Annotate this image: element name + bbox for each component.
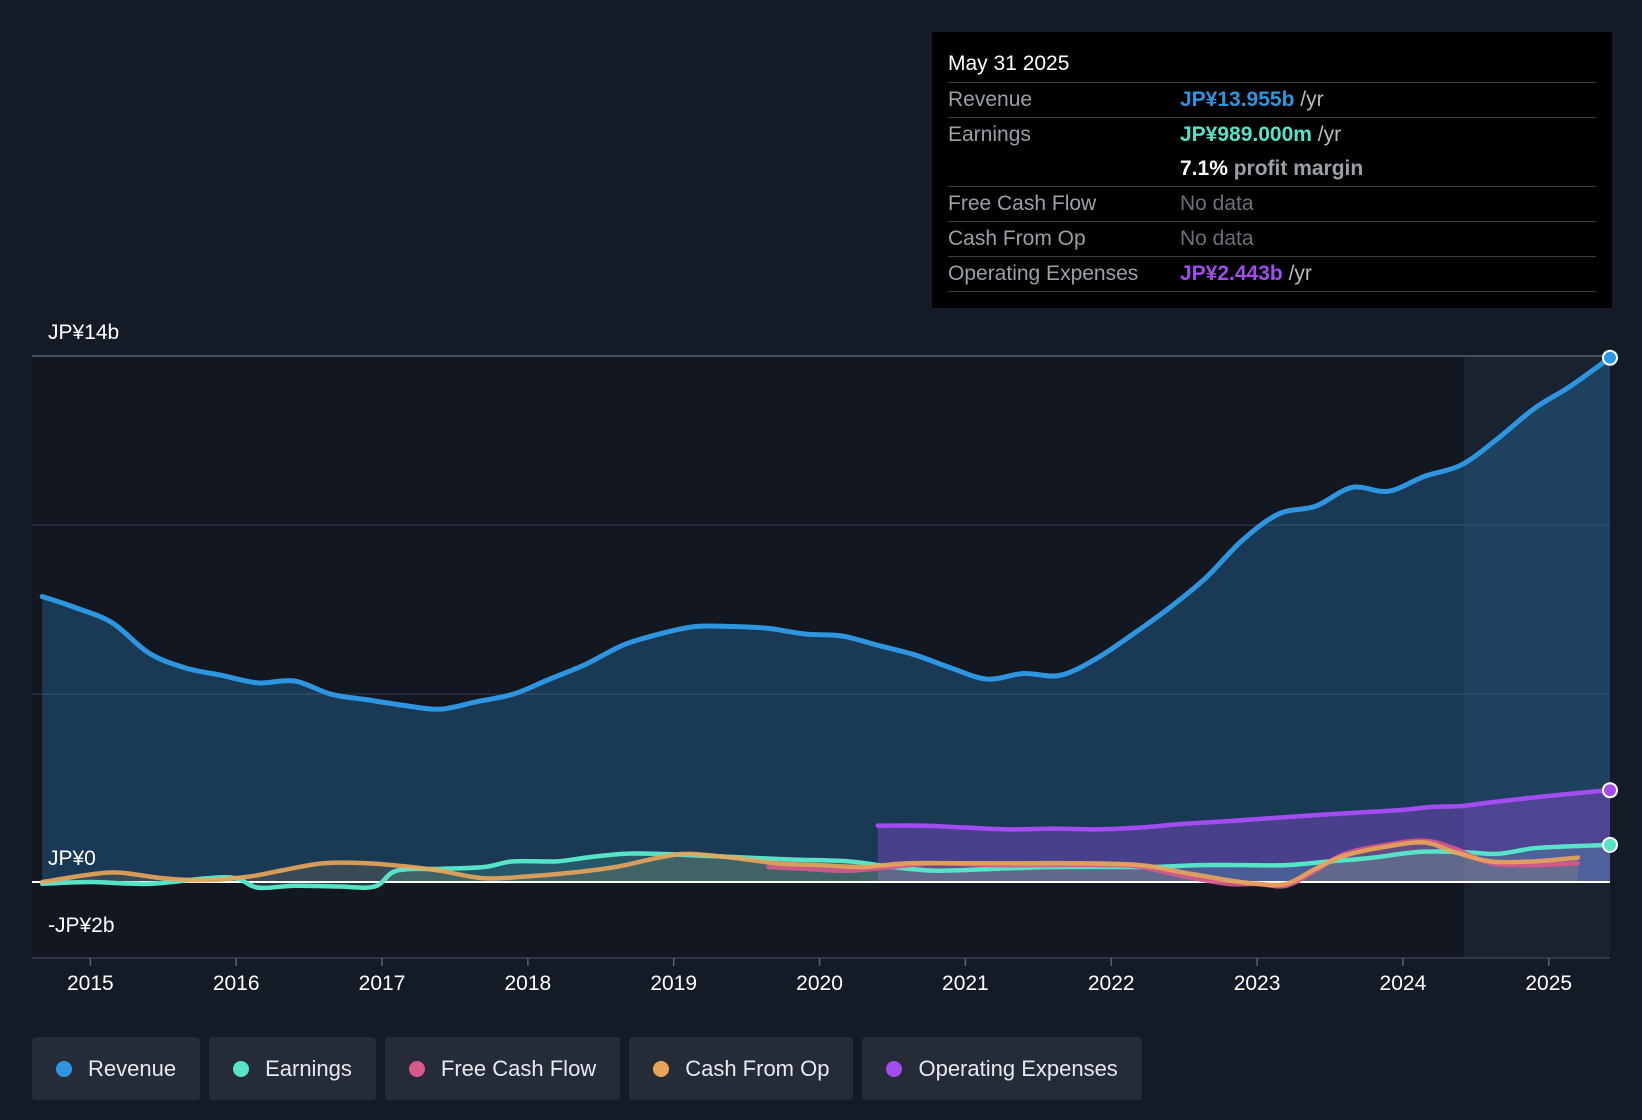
forecast-region [1464,356,1610,958]
legend-cash-from-op[interactable]: Cash From Op [629,1037,854,1100]
tooltip-earnings-value: JP¥989.000m [1180,123,1312,146]
x-tick-label: 2023 [1234,972,1281,995]
y-tick-label: JP¥0 [48,847,96,870]
tooltip-earnings-label: Earnings [948,123,1031,146]
tooltip-row-opex: Operating Expenses JP¥2.443b /yr [948,257,1596,292]
x-tick-label: 2024 [1380,972,1427,995]
x-tick-label: 2016 [213,972,260,995]
legend-free-cash-flow[interactable]: Free Cash Flow [384,1037,621,1100]
legend-opex-dot [886,1060,903,1077]
legend-cfo-dot [653,1060,670,1077]
legend-operating-expenses[interactable]: Operating Expenses [862,1037,1142,1100]
revenue-line [39,355,1613,712]
opex-endpoint [1602,782,1618,799]
x-tick-label: 2020 [796,972,843,995]
tooltip-row-fcf: Free Cash Flow No data [948,187,1596,222]
earnings-line [39,842,1613,891]
tooltip-revenue-value: JP¥13.955b [1180,88,1295,111]
y-tick-label: -JP¥2b [48,914,115,937]
legend-fcf-dot [408,1060,425,1077]
fcf-line [766,838,1581,889]
y-axis-labels: JP¥14b JP¥0 -JP¥2b [48,321,119,937]
tooltip-date: May 31 2025 [948,46,1596,83]
tooltip-row-earnings: Earnings JP¥989.000m /yr 7.1% profit mar… [948,118,1596,187]
x-tick-label: 2018 [505,972,552,995]
tooltip-row-cfo: Cash From Op No data [948,222,1596,257]
x-tick-label: 2019 [650,972,697,995]
x-tick-label: 2022 [1088,972,1135,995]
tooltip-revenue-unit: /yr [1300,88,1324,111]
tooltip-opex-label: Operating Expenses [948,262,1139,285]
legend-opex-label: Operating Expenses [918,1055,1118,1081]
tooltip-fcf-value: No data [1180,192,1254,215]
x-tick-label: 2021 [942,972,989,995]
tooltip-cfo-label: Cash From Op [948,227,1086,250]
tooltip-revenue-label: Revenue [948,88,1033,111]
x-tick-label: 2025 [1525,972,1572,995]
earnings-endpoint [1602,836,1618,853]
x-tick-label: 2017 [359,972,406,995]
tooltip-margin-value: 7.1% [1180,157,1228,180]
tooltip-fcf-label: Free Cash Flow [948,192,1097,215]
gridlines [32,355,1610,959]
revenue-area [42,357,1611,883]
legend-earnings-dot [233,1060,250,1077]
legend-cfo-label: Cash From Op [685,1055,830,1081]
legend-revenue-dot [56,1060,72,1077]
chart-legend: Revenue Earnings Free Cash Flow Cash Fro… [32,1037,1142,1100]
cfo-line [39,840,1581,888]
tooltip-row-revenue: Revenue JP¥13.955b /yr [948,83,1596,118]
x-axis-labels: 2015 2016 2017 2018 2019 2020 2021 2022 2023 2024… [67,958,1572,995]
tooltip-margin-text: profit margin [1233,157,1364,180]
legend-revenue[interactable]: Revenue [32,1037,201,1100]
data-tooltip: May 31 2025 Revenue JP¥13.955b /yr Earni… [932,32,1612,308]
opex-line [875,787,1613,832]
opex-area [877,790,1610,882]
legend-revenue-label: Revenue [88,1055,177,1081]
legend-fcf-label: Free Cash Flow [440,1055,597,1081]
legend-earnings-label: Earnings [265,1055,352,1081]
series-endpoints [1602,349,1618,853]
revenue-endpoint [1602,349,1618,366]
tooltip-cfo-value: No data [1180,227,1254,250]
legend-earnings[interactable]: Earnings [209,1037,376,1100]
y-tick-label: JP¥14b [48,321,119,344]
x-tick-label: 2015 [67,972,114,995]
tooltip-earnings-unit: /yr [1317,123,1342,146]
tooltip-opex-unit: /yr [1288,262,1312,285]
tooltip-opex-value: JP¥2.443b [1180,262,1283,285]
series-lines [39,355,1613,891]
